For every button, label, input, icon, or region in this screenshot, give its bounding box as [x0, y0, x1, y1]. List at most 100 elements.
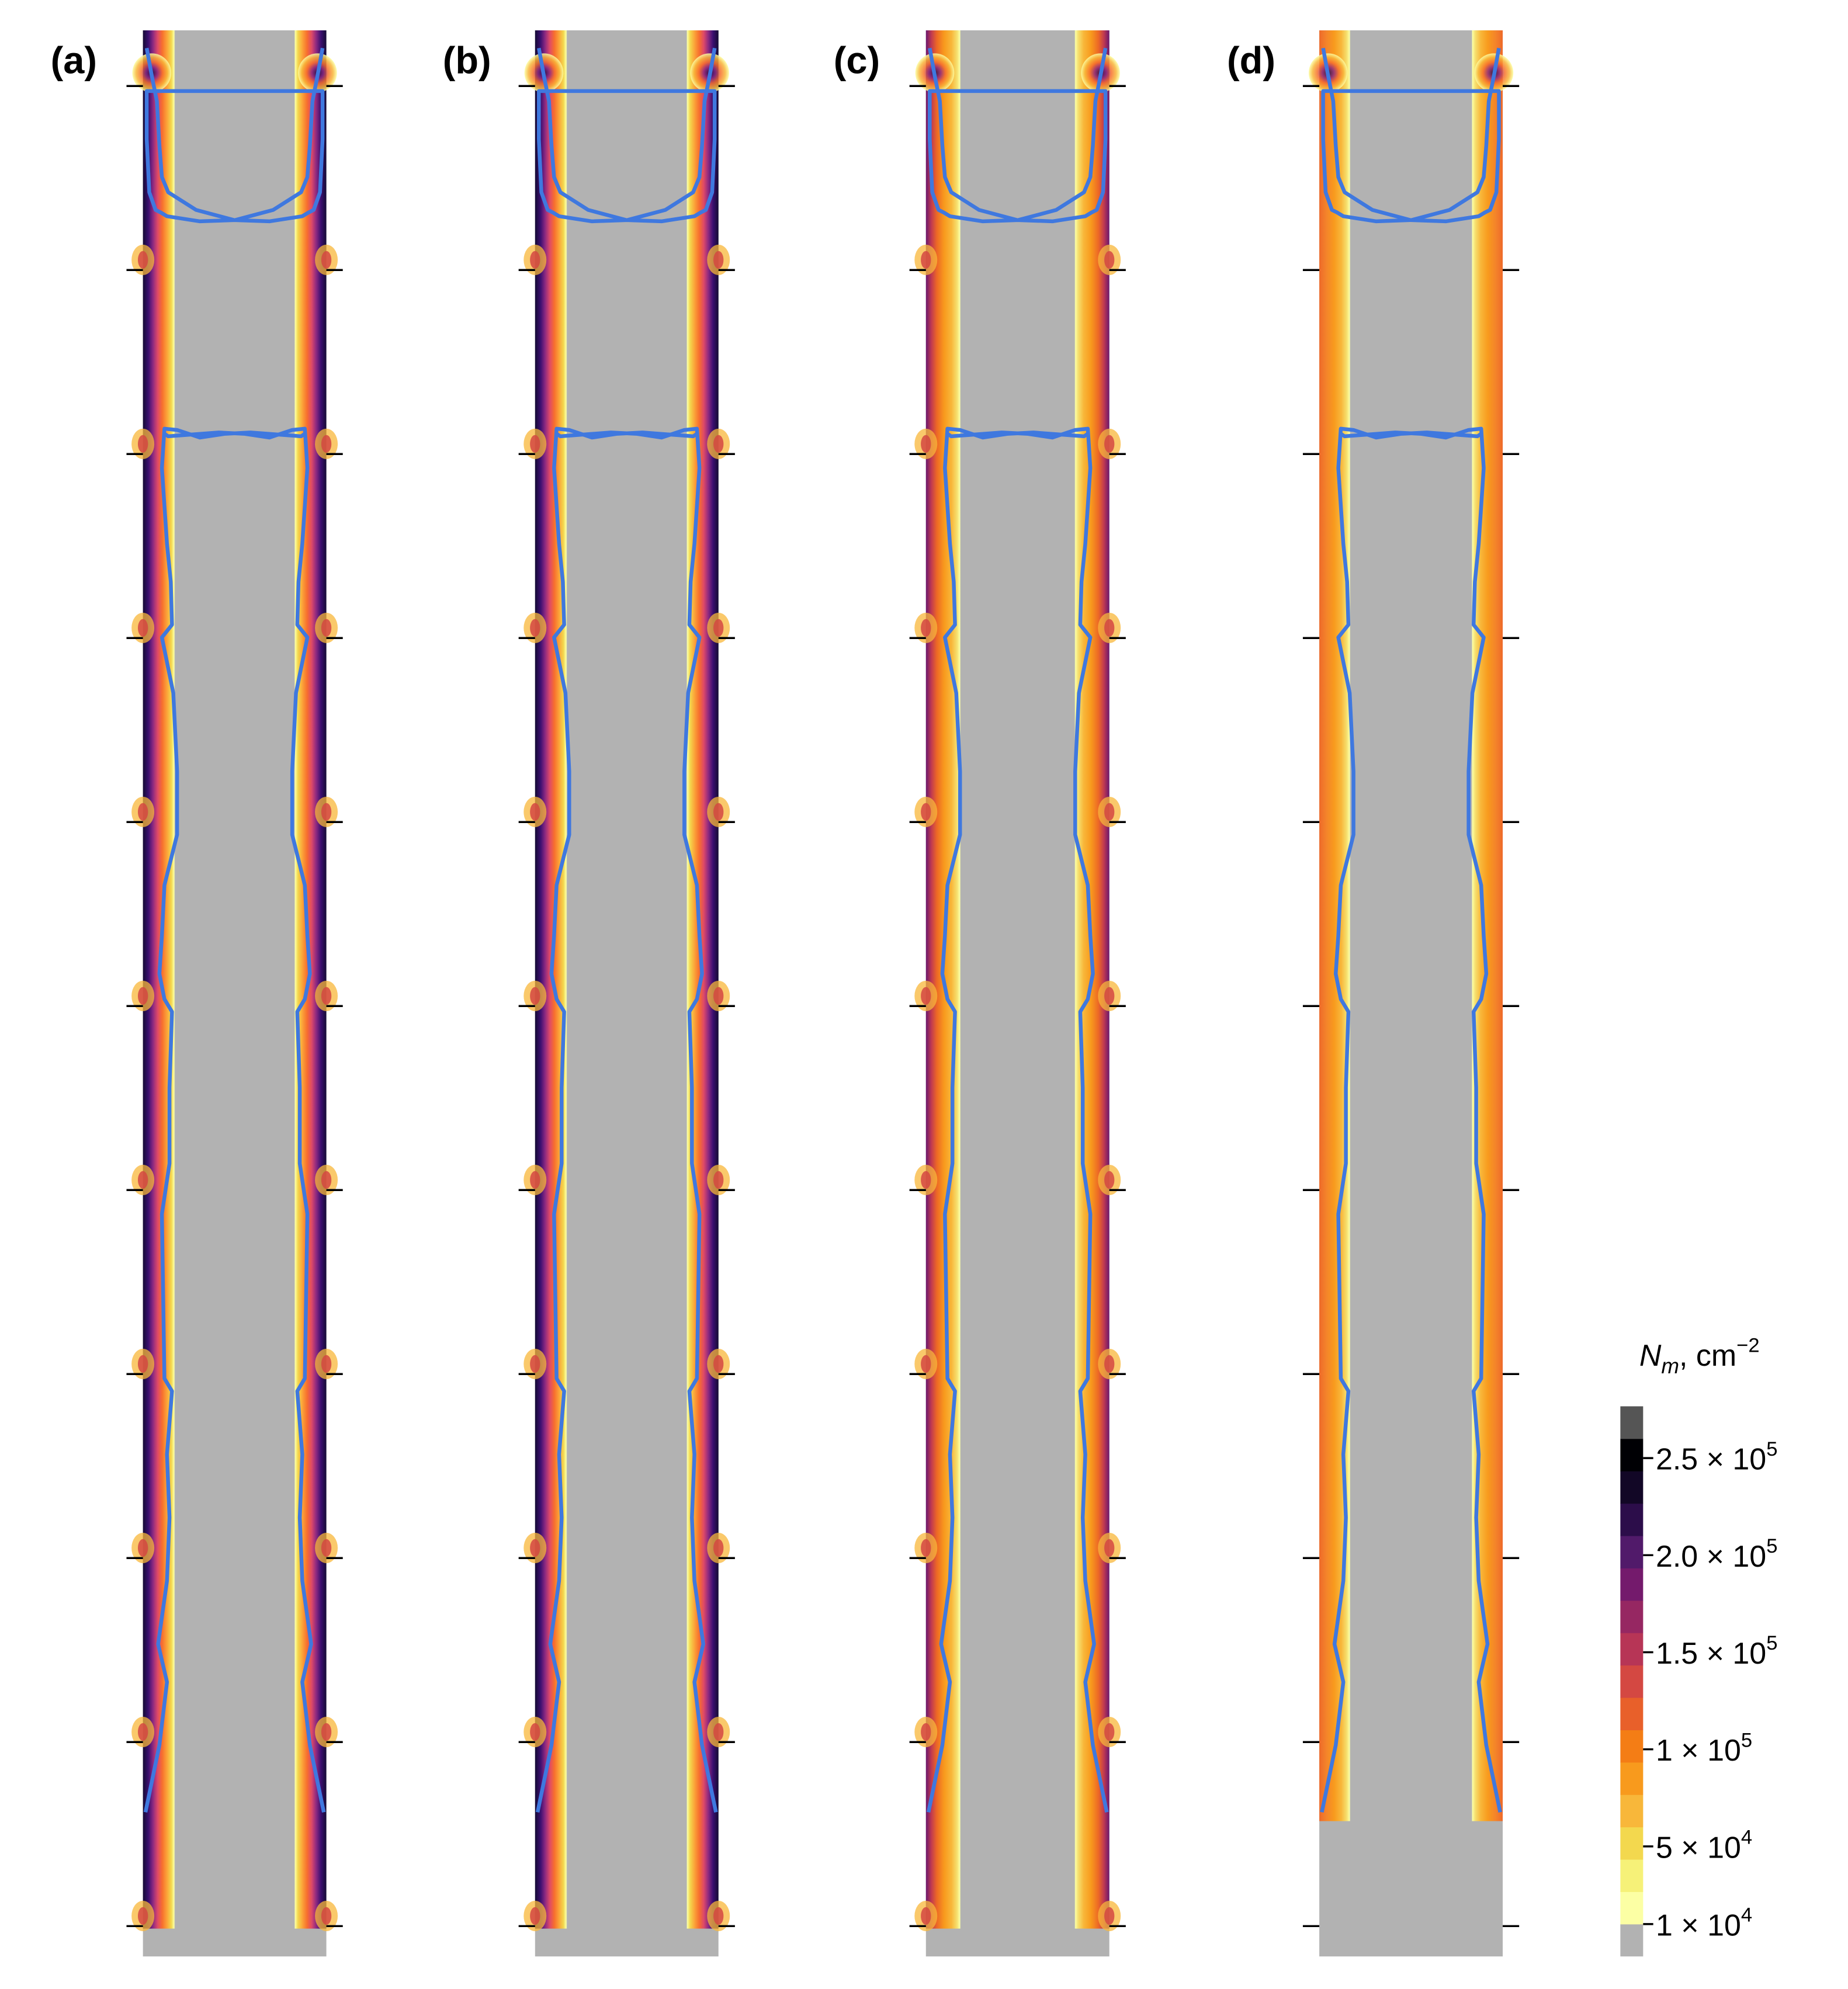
lower-contour-left: [535, 426, 698, 1813]
edge-node-core: [137, 1171, 148, 1189]
edge-node-core: [713, 987, 724, 1005]
edge-node-core: [321, 435, 332, 453]
panel-label: (c): [834, 39, 880, 82]
edge-node-core: [137, 803, 148, 821]
edge-node-core: [921, 251, 931, 269]
edge-node-core: [713, 1355, 724, 1373]
colorbar-segment: [1620, 1730, 1644, 1763]
edge-node-core: [137, 1539, 148, 1557]
panel-label: (d): [1227, 39, 1275, 82]
colorbar-segment: [1620, 1794, 1644, 1828]
edge-node-core: [713, 1907, 724, 1925]
edge-node-core: [321, 1907, 332, 1925]
colorbar-segment: [1620, 1633, 1644, 1666]
edge-node-core: [530, 1539, 540, 1557]
edge-density-band: [1319, 30, 1503, 1821]
edge-node-core: [321, 1355, 332, 1373]
edge-node-core: [321, 619, 332, 637]
colorbar-segment: [1620, 1471, 1644, 1504]
colorbar-segment: [1620, 1827, 1644, 1860]
lower-contour-right: [163, 426, 326, 1813]
edge-node-core: [921, 803, 931, 821]
panel-d: (d): [1227, 30, 1520, 1957]
lower-contour-right: [1340, 426, 1502, 1813]
edge-node-core: [321, 1171, 332, 1189]
colorbar-tick-label: 2.5 × 105: [1656, 1438, 1777, 1477]
edge-node-core: [321, 1539, 332, 1557]
colorbar-tick-label: 2.0 × 105: [1656, 1535, 1777, 1574]
lower-contour-right: [946, 426, 1109, 1813]
edge-node-core: [921, 1907, 931, 1925]
edge-node-core: [713, 1171, 724, 1189]
colorbar-under-segment: [1620, 1924, 1644, 1957]
colorbar-segment: [1620, 1762, 1644, 1795]
edge-node-core: [530, 987, 540, 1005]
edge-node-core: [530, 1907, 540, 1925]
edge-node-core: [137, 435, 148, 453]
edge-node-core: [1104, 1355, 1115, 1373]
edge-node-core: [1104, 435, 1115, 453]
colorbar-segment: [1620, 1503, 1644, 1536]
edge-node-core: [137, 619, 148, 637]
colorbar-tick-label: 1 × 104: [1656, 1904, 1752, 1943]
edge-node-core: [530, 619, 540, 637]
edge-node-core: [713, 1723, 724, 1741]
colorbar-tick-label: 1.5 × 105: [1656, 1632, 1777, 1671]
edge-node-core: [321, 987, 332, 1005]
colorbar-segment: [1620, 1891, 1644, 1925]
edge-node-core: [713, 1539, 724, 1557]
edge-node-core: [321, 1723, 332, 1741]
edge-node-core: [713, 803, 724, 821]
edge-node-core: [1104, 987, 1115, 1005]
edge-node-core: [137, 1907, 148, 1925]
edge-node-core: [713, 435, 724, 453]
panel-c: (c): [834, 30, 1126, 1957]
edge-node-core: [713, 251, 724, 269]
edge-node-core: [921, 435, 931, 453]
edge-node-core: [137, 987, 148, 1005]
edge-node-core: [1104, 1171, 1115, 1189]
colorbar-title: Nm, cm−2: [1639, 1334, 1760, 1378]
edge-node-core: [321, 251, 332, 269]
colorbar-segment: [1620, 1536, 1644, 1568]
edge-node-core: [1104, 1723, 1115, 1741]
edge-node-core: [921, 1171, 931, 1189]
edge-node-core: [137, 1355, 148, 1373]
edge-node-core: [921, 1723, 931, 1741]
panels-group: (a) (b) (c) (d): [51, 30, 1520, 1957]
upper-contour: [144, 47, 325, 224]
colorbar-segment: [1620, 1665, 1644, 1698]
edge-node-core: [530, 1171, 540, 1189]
edge-node-core: [1104, 1539, 1115, 1557]
edge-density-band: [143, 30, 327, 1929]
edge-node-core: [713, 619, 724, 637]
edge-node-core: [921, 1355, 931, 1373]
colorbar-segment: [1620, 1406, 1644, 1439]
colorbar-segment: [1620, 1438, 1644, 1471]
edge-density-band: [535, 30, 719, 1929]
lower-contour-left: [926, 426, 1089, 1813]
upper-contour: [928, 47, 1108, 224]
edge-node-core: [921, 619, 931, 637]
lower-contour-left: [143, 426, 306, 1813]
colorbar-segment: [1620, 1859, 1644, 1892]
panel-label: (b): [443, 39, 491, 82]
lower-contour-right: [555, 426, 718, 1813]
colorbar-segment: [1620, 1698, 1644, 1730]
colorbar: 2.5 × 105 2.0 × 105 1.5 × 105 1 × 105 5 × 10…: [1620, 1334, 1777, 1957]
panel-a: (a): [51, 30, 343, 1957]
edge-node-core: [530, 251, 540, 269]
upper-contour: [1321, 47, 1501, 224]
upper-contour: [537, 47, 717, 224]
edge-node-core: [921, 1539, 931, 1557]
edge-node-core: [530, 803, 540, 821]
lower-contour-left: [1320, 426, 1482, 1813]
colorbar-segment: [1620, 1568, 1644, 1601]
edge-density-band: [925, 30, 1110, 1929]
edge-node-core: [530, 1723, 540, 1741]
edge-node-core: [321, 803, 332, 821]
edge-node-core: [530, 1355, 540, 1373]
colorbar-segment: [1620, 1600, 1644, 1633]
panel-b: (b): [443, 30, 735, 1957]
